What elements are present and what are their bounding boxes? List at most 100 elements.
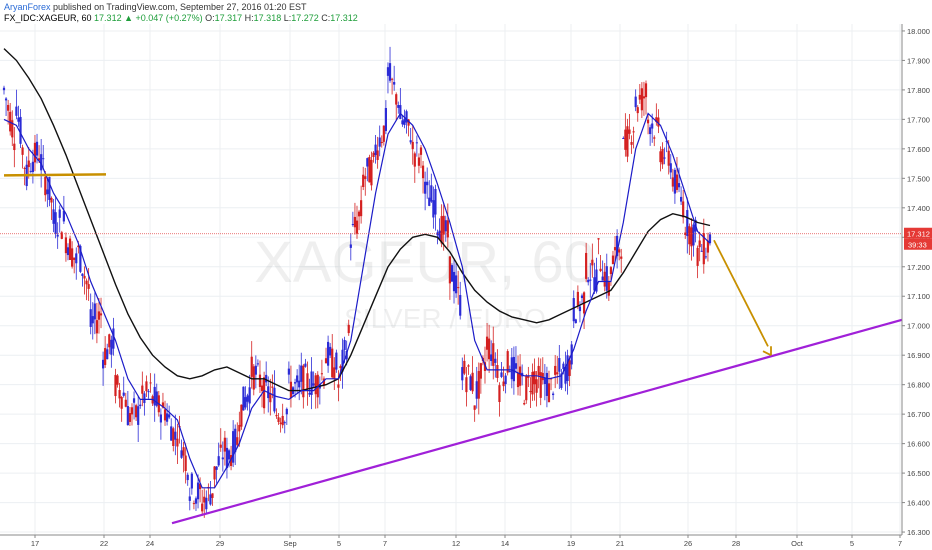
- y-tick-label: 17.100: [907, 292, 930, 301]
- candle-down: [613, 247, 617, 251]
- candle-up: [438, 230, 441, 240]
- candle-down: [632, 131, 635, 133]
- candle-up: [56, 234, 59, 237]
- y-tick-label: 16.400: [907, 499, 930, 508]
- candle-up: [397, 105, 400, 108]
- x-tick-label: 24: [146, 539, 154, 548]
- candle-up: [147, 391, 150, 393]
- price-badge-text: 17.312: [907, 230, 930, 239]
- candle-down: [263, 377, 266, 409]
- candle-down: [149, 382, 152, 384]
- candle-down: [314, 375, 317, 395]
- candle-down: [611, 255, 615, 265]
- candle-up: [159, 414, 162, 423]
- y-tick-label: 17.800: [907, 86, 930, 95]
- candle-down: [547, 383, 551, 403]
- candle-down: [124, 399, 127, 407]
- candle-up: [19, 116, 22, 144]
- candle-down: [531, 371, 534, 395]
- candle-down: [653, 137, 656, 139]
- resistance-segment: [3, 173, 107, 177]
- candle-up: [409, 140, 412, 143]
- candle-up: [186, 474, 189, 481]
- candle-up: [2, 87, 6, 91]
- watermark-symbol: XAGEUR, 60: [254, 230, 596, 295]
- candle-down: [333, 367, 336, 379]
- candle-down: [527, 375, 530, 378]
- candle-up: [296, 375, 299, 383]
- high-value: 17.318: [253, 13, 282, 23]
- author-link[interactable]: AryanForex: [4, 2, 51, 12]
- candle-down: [281, 415, 284, 426]
- y-tick-label: 16.300: [907, 528, 930, 537]
- candle-up: [384, 107, 388, 132]
- candle-down: [362, 174, 365, 188]
- candle-up: [543, 377, 546, 384]
- candle-down: [87, 284, 90, 289]
- candle-down: [77, 245, 80, 248]
- candle-down: [128, 413, 132, 422]
- x-tick-label: 12: [452, 539, 460, 548]
- candle-up: [42, 158, 45, 160]
- candle-down: [585, 252, 588, 279]
- candle-down: [337, 384, 340, 388]
- candle-up: [401, 120, 404, 125]
- candle-up: [298, 380, 301, 388]
- candle-down: [698, 240, 701, 248]
- candle-down: [591, 259, 594, 266]
- candle-down: [675, 174, 679, 190]
- candle-up: [424, 181, 427, 194]
- candle-up: [679, 196, 683, 202]
- candle-down: [618, 249, 621, 253]
- published-text: published on TradingView.com, September …: [50, 2, 307, 12]
- candle-down: [355, 220, 359, 234]
- candle-up: [254, 365, 257, 375]
- candle-up: [403, 118, 406, 125]
- candle-down: [518, 366, 522, 386]
- candle-down: [236, 437, 239, 445]
- x-tick-label: 7: [898, 539, 902, 548]
- candle-down: [95, 320, 98, 334]
- candle-up: [386, 67, 390, 76]
- candle-down: [108, 334, 111, 348]
- candle-down: [83, 275, 86, 279]
- candle-down: [496, 365, 499, 378]
- candle-up: [62, 210, 65, 222]
- candle-up: [580, 295, 584, 299]
- candle-down: [630, 141, 633, 145]
- candle-down: [477, 371, 480, 399]
- candle-up: [436, 232, 439, 236]
- candle-up: [343, 340, 346, 350]
- candle-down: [498, 385, 501, 403]
- forecast-arrow-head: [762, 346, 772, 356]
- change-arrow-icon: ▲: [124, 13, 134, 23]
- candle-up: [29, 170, 32, 172]
- candle-down: [488, 338, 491, 360]
- candle-up: [426, 181, 429, 186]
- candle-up: [494, 358, 497, 363]
- candle-down: [506, 351, 509, 373]
- candle-up: [669, 163, 672, 173]
- x-tick-label: 17: [31, 539, 39, 548]
- x-tick-label: 7: [383, 539, 387, 548]
- y-tick-label: 17.000: [907, 322, 930, 331]
- candle-up: [194, 498, 198, 504]
- candle-up: [310, 371, 313, 395]
- candle-down: [516, 372, 520, 388]
- candle-down: [533, 371, 536, 385]
- x-tick-label: 5: [850, 539, 854, 548]
- candle-down: [322, 378, 326, 386]
- candle-down: [116, 375, 119, 385]
- candle-down: [339, 366, 342, 369]
- candle-up: [79, 245, 82, 272]
- candle-up: [349, 244, 352, 248]
- candle-up: [165, 413, 169, 422]
- candle-down: [302, 365, 305, 398]
- fast-ma-line: [3, 112, 711, 489]
- candle-down: [250, 356, 253, 377]
- candle-down: [97, 311, 101, 320]
- candle-up: [52, 209, 55, 224]
- candle-down: [27, 160, 30, 168]
- candle-up: [89, 309, 92, 327]
